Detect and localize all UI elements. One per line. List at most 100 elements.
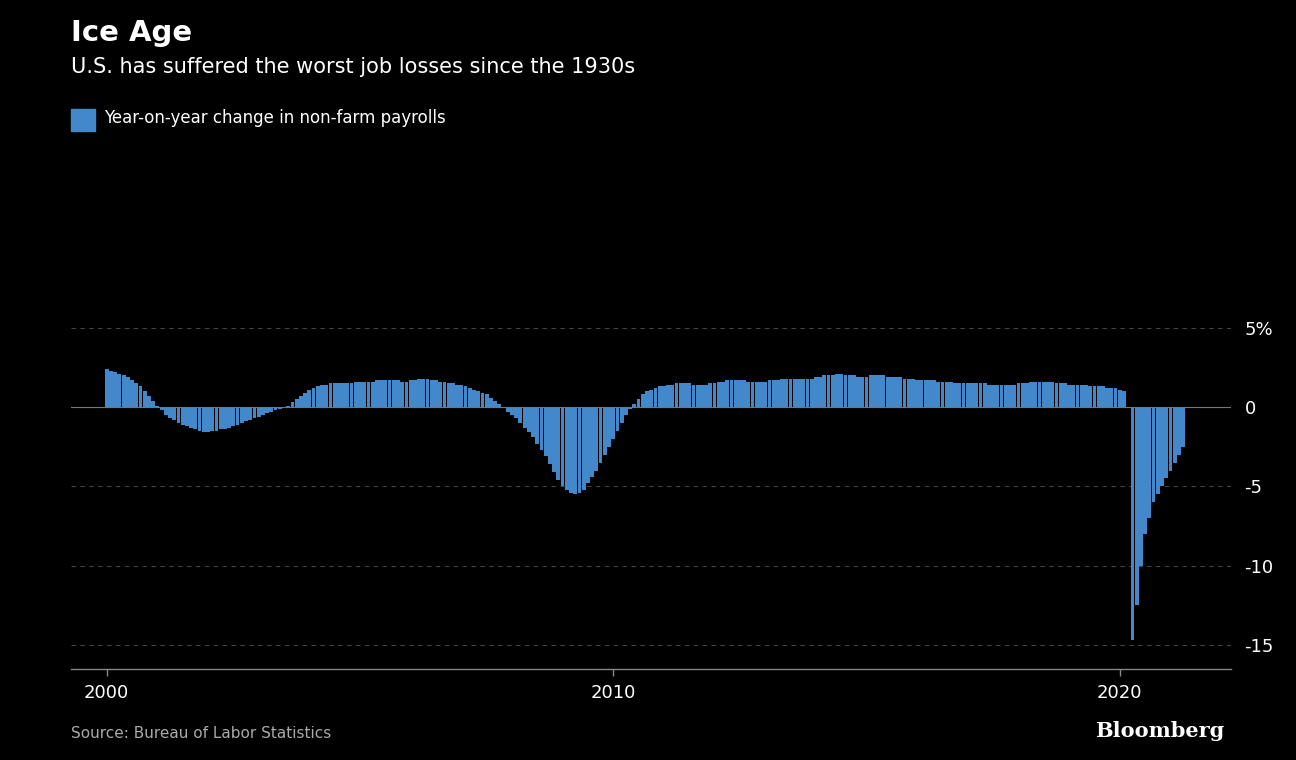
Bar: [814, 377, 818, 407]
Bar: [367, 382, 371, 407]
Bar: [202, 407, 206, 432]
Bar: [544, 407, 548, 456]
Bar: [286, 406, 290, 407]
Bar: [569, 407, 573, 492]
Bar: [827, 375, 831, 407]
Bar: [645, 391, 649, 407]
Bar: [227, 407, 231, 428]
Bar: [307, 390, 311, 407]
Bar: [556, 407, 560, 480]
Bar: [363, 382, 365, 407]
Bar: [840, 374, 844, 407]
Bar: [139, 387, 143, 407]
Bar: [666, 385, 670, 407]
Bar: [253, 407, 257, 418]
Bar: [709, 383, 713, 407]
Bar: [924, 380, 928, 407]
Bar: [1042, 382, 1046, 407]
Bar: [1096, 387, 1100, 407]
Bar: [945, 382, 949, 407]
Bar: [954, 383, 956, 407]
Bar: [303, 393, 307, 407]
Bar: [1152, 407, 1156, 502]
Bar: [1139, 407, 1143, 565]
Bar: [527, 407, 531, 432]
Bar: [561, 407, 565, 486]
Bar: [122, 375, 126, 407]
Bar: [629, 407, 632, 409]
Bar: [223, 407, 227, 429]
Bar: [434, 380, 438, 407]
Bar: [851, 375, 855, 407]
Bar: [726, 380, 730, 407]
Bar: [683, 383, 687, 407]
Bar: [1173, 407, 1177, 463]
Bar: [962, 383, 966, 407]
Bar: [215, 407, 219, 431]
Text: Ice Age: Ice Age: [71, 19, 192, 47]
Bar: [126, 377, 130, 407]
Bar: [384, 380, 388, 407]
Bar: [257, 407, 260, 416]
Bar: [163, 407, 167, 415]
Bar: [477, 391, 480, 407]
Bar: [734, 380, 737, 407]
Bar: [531, 407, 535, 437]
Bar: [1059, 383, 1063, 407]
Bar: [902, 378, 906, 407]
Bar: [442, 382, 446, 407]
Bar: [636, 399, 640, 407]
Bar: [481, 393, 485, 407]
Bar: [354, 382, 358, 407]
Bar: [958, 383, 962, 407]
Bar: [290, 402, 294, 407]
Bar: [743, 380, 746, 407]
Bar: [704, 385, 708, 407]
Bar: [607, 407, 610, 447]
Bar: [877, 375, 881, 407]
Bar: [146, 396, 150, 407]
Bar: [619, 407, 623, 423]
Bar: [653, 388, 657, 407]
Bar: [966, 383, 969, 407]
Bar: [1164, 407, 1168, 479]
Bar: [767, 380, 771, 407]
Bar: [721, 382, 724, 407]
Bar: [789, 378, 792, 407]
Bar: [181, 407, 184, 425]
Bar: [189, 407, 193, 428]
Bar: [498, 404, 502, 407]
Bar: [459, 385, 463, 407]
Bar: [404, 382, 408, 407]
Bar: [266, 407, 270, 413]
Bar: [232, 407, 236, 426]
Bar: [759, 382, 763, 407]
Bar: [311, 388, 315, 407]
Bar: [806, 378, 809, 407]
Bar: [801, 378, 805, 407]
Bar: [868, 375, 872, 407]
Bar: [270, 407, 273, 412]
Bar: [185, 407, 189, 426]
Bar: [971, 383, 973, 407]
Bar: [1029, 382, 1033, 407]
Bar: [143, 391, 146, 407]
Bar: [176, 407, 180, 423]
Bar: [1021, 383, 1025, 407]
Bar: [578, 407, 582, 492]
Bar: [1109, 388, 1113, 407]
Bar: [329, 383, 332, 407]
Bar: [784, 378, 788, 407]
Bar: [642, 394, 644, 407]
Bar: [316, 387, 320, 407]
Bar: [130, 380, 133, 407]
Bar: [894, 377, 898, 407]
Bar: [632, 404, 636, 407]
Bar: [375, 380, 378, 407]
Bar: [941, 382, 945, 407]
Bar: [273, 407, 277, 410]
Bar: [219, 407, 223, 429]
Bar: [582, 407, 586, 489]
Bar: [978, 383, 982, 407]
Text: Source: Bureau of Labor Statistics: Source: Bureau of Labor Statistics: [71, 726, 332, 741]
